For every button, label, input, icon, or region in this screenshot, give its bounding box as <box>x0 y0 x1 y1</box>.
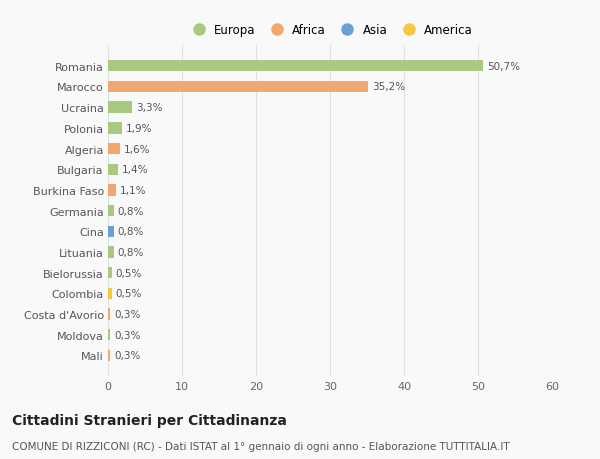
Text: 1,4%: 1,4% <box>122 165 149 175</box>
Bar <box>108 309 110 320</box>
Bar <box>108 144 120 155</box>
Text: 1,6%: 1,6% <box>124 144 150 154</box>
Text: 0,8%: 0,8% <box>118 206 144 216</box>
Bar <box>108 226 114 237</box>
Text: 35,2%: 35,2% <box>372 82 406 92</box>
Bar <box>108 164 118 175</box>
Bar <box>108 268 112 279</box>
Text: 0,8%: 0,8% <box>118 247 144 257</box>
Text: 0,5%: 0,5% <box>115 289 142 299</box>
Bar <box>108 82 368 93</box>
Bar <box>108 123 122 134</box>
Bar <box>108 350 110 361</box>
Text: 0,5%: 0,5% <box>115 268 142 278</box>
Bar <box>108 185 116 196</box>
Bar <box>108 102 133 113</box>
Text: 0,3%: 0,3% <box>114 330 140 340</box>
Text: 0,3%: 0,3% <box>114 351 140 361</box>
Text: Cittadini Stranieri per Cittadinanza: Cittadini Stranieri per Cittadinanza <box>12 413 287 427</box>
Bar <box>108 330 110 341</box>
Bar <box>108 206 114 217</box>
Text: 0,8%: 0,8% <box>118 227 144 237</box>
Bar <box>108 288 112 299</box>
Bar <box>108 247 114 258</box>
Bar <box>108 61 483 72</box>
Text: 1,9%: 1,9% <box>126 123 152 134</box>
Text: COMUNE DI RIZZICONI (RC) - Dati ISTAT al 1° gennaio di ogni anno - Elaborazione : COMUNE DI RIZZICONI (RC) - Dati ISTAT al… <box>12 441 509 451</box>
Legend: Europa, Africa, Asia, America: Europa, Africa, Asia, America <box>187 24 473 37</box>
Text: 0,3%: 0,3% <box>114 309 140 319</box>
Text: 1,1%: 1,1% <box>120 185 146 196</box>
Text: 3,3%: 3,3% <box>136 103 163 113</box>
Text: 50,7%: 50,7% <box>487 62 520 72</box>
